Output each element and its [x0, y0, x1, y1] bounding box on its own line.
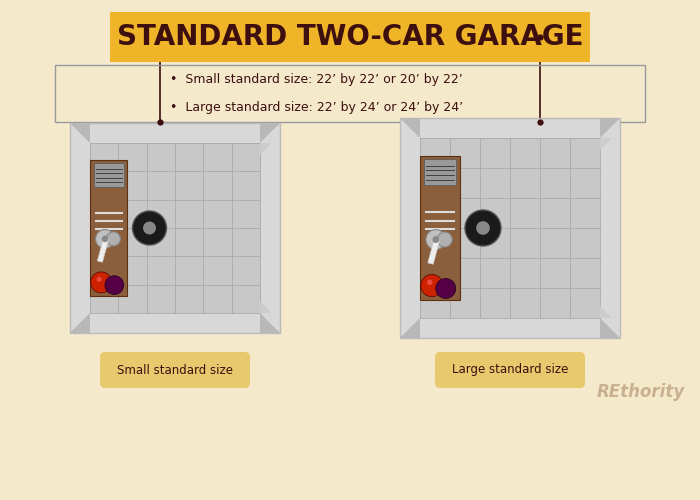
Bar: [110, 12, 590, 62]
Circle shape: [433, 236, 440, 243]
FancyBboxPatch shape: [100, 352, 250, 388]
Circle shape: [143, 222, 156, 234]
Circle shape: [97, 276, 102, 282]
Bar: [90, 160, 127, 296]
Circle shape: [427, 280, 433, 285]
Polygon shape: [260, 143, 272, 155]
Circle shape: [96, 230, 114, 248]
Text: •  Small standard size: 22’ by 22’ or 20’ by 22’: • Small standard size: 22’ by 22’ or 20’…: [170, 72, 463, 86]
Polygon shape: [400, 118, 420, 138]
Polygon shape: [600, 138, 612, 150]
Circle shape: [436, 278, 456, 298]
Polygon shape: [400, 318, 420, 338]
Text: REthority: REthority: [596, 383, 685, 401]
Bar: [55, 65, 645, 122]
Circle shape: [426, 230, 446, 250]
Bar: [97, 238, 108, 262]
Text: Large standard size: Large standard size: [452, 364, 568, 376]
FancyBboxPatch shape: [435, 352, 585, 388]
Text: Small standard size: Small standard size: [117, 364, 233, 376]
Bar: [90, 143, 260, 313]
Circle shape: [132, 211, 167, 245]
Bar: [70, 123, 280, 333]
Bar: [400, 118, 620, 338]
Polygon shape: [600, 306, 612, 318]
Circle shape: [421, 274, 443, 296]
Bar: [420, 156, 460, 300]
Circle shape: [465, 210, 501, 246]
Polygon shape: [600, 318, 620, 338]
Circle shape: [105, 276, 124, 294]
Polygon shape: [260, 313, 280, 333]
Polygon shape: [70, 123, 90, 143]
Circle shape: [438, 232, 452, 247]
Text: •  Large standard size: 22’ by 24’ or 24’ by 24’: • Large standard size: 22’ by 24’ or 24’…: [170, 102, 463, 114]
Polygon shape: [70, 313, 90, 333]
Polygon shape: [600, 118, 620, 138]
Bar: [428, 238, 440, 264]
Polygon shape: [260, 123, 280, 143]
Text: STANDARD TWO-CAR GARAGE: STANDARD TWO-CAR GARAGE: [117, 23, 583, 51]
Circle shape: [106, 232, 120, 246]
Polygon shape: [260, 301, 272, 313]
Circle shape: [476, 221, 490, 235]
Bar: [94, 162, 124, 187]
Circle shape: [91, 272, 112, 293]
Circle shape: [102, 236, 108, 242]
Bar: [424, 159, 456, 185]
Bar: [420, 138, 600, 318]
